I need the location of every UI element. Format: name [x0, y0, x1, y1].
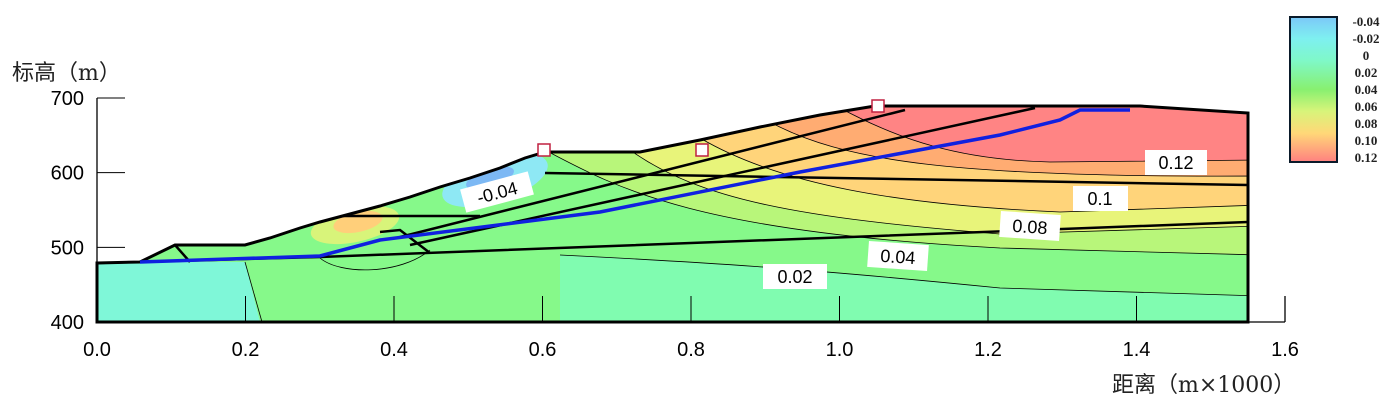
legend-level-label: -0.04 [1352, 14, 1380, 29]
marker-3 [871, 99, 885, 113]
x-tick-label: 1.2 [974, 339, 1002, 361]
legend-level-label: 0.10 [1355, 133, 1378, 148]
x-tick-label: 1.0 [826, 339, 854, 361]
x-tick-label: 1.6 [1271, 339, 1299, 361]
legend-colorbar [1289, 16, 1338, 163]
y-axis-label: 标高（m） [12, 61, 121, 86]
x-tick-label: 0.8 [677, 339, 705, 361]
y-tick-label: 600 [51, 163, 84, 185]
x-tick-label: 0.6 [529, 339, 557, 361]
contour-label: 0.1 [1087, 189, 1112, 209]
contour-label: 0.08 [1012, 216, 1048, 238]
monitoring-markers [537, 99, 885, 157]
legend-level-label: 0 [1363, 48, 1370, 63]
x-tick-label: 0.4 [380, 339, 408, 361]
legend-level-label: 0.06 [1355, 99, 1378, 114]
contour-label: 0.02 [777, 267, 812, 287]
y-tick-label: 500 [51, 237, 84, 259]
band-0.02-right [560, 255, 1248, 322]
x-tick-label: 1.4 [1123, 339, 1151, 361]
legend-level-label: 0.02 [1355, 65, 1378, 80]
marker-2 [695, 143, 709, 157]
slope-outline [95, 104, 1250, 324]
legend-level-label: 0.12 [1355, 150, 1378, 165]
marker-1 [537, 143, 551, 157]
slip-surface-line [139, 108, 1130, 264]
ticks: 0.0 0.2 0.4 0.6 0.8 1.0 1.2 1.4 1.6 700 600 500 400 [51, 88, 1299, 361]
y-tick-label: 700 [51, 88, 84, 110]
legend-level-label: -0.02 [1352, 31, 1379, 46]
y-tick-label: 400 [51, 312, 84, 334]
band-min [466, 166, 514, 190]
x-axis-label: 距离（m×1000） [1112, 373, 1295, 398]
contour-label: 0.04 [880, 246, 916, 268]
band-0-0.02-left [97, 262, 262, 322]
legend-level-label: 0.04 [1355, 82, 1378, 97]
contour-label: 0.12 [1158, 153, 1193, 173]
color-legend: -0.04 -0.02 0 0.02 0.04 0.06 0.08 0.10 0.12 [1289, 14, 1380, 165]
x-tick-label: 0.0 [83, 339, 111, 361]
x-tick-label: 0.2 [232, 339, 260, 361]
legend-level-label: 0.08 [1355, 116, 1378, 131]
